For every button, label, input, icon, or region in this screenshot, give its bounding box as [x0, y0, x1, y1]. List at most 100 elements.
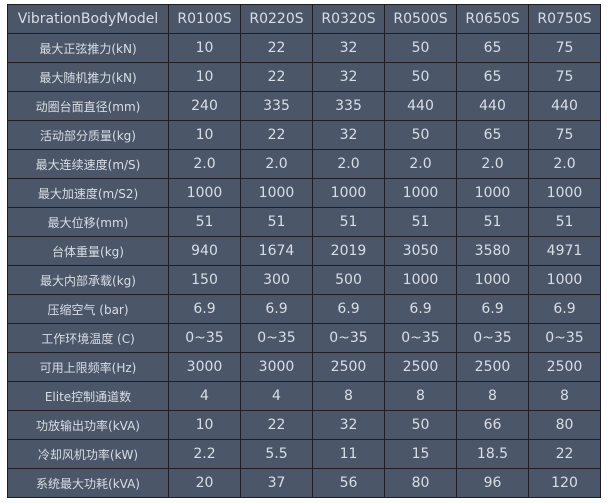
- cell-value: 0~35: [168, 323, 241, 353]
- cell-value: 15: [384, 439, 457, 469]
- cell-value: 440: [528, 91, 601, 121]
- column-header: R0500S: [384, 4, 457, 34]
- table-row: 最大正弦推力(kN) 10 22 32 50 65 75: [7, 33, 601, 63]
- cell-value: 1000: [384, 178, 457, 208]
- cell-value: 6.9: [168, 294, 241, 324]
- cell-value: 6.9: [384, 294, 457, 324]
- row-label: 活动部分质量(kg): [7, 120, 169, 150]
- row-label: 最大内部承载(kg): [7, 265, 169, 295]
- cell-value: 51: [312, 207, 385, 237]
- cell-value: 51: [384, 207, 457, 237]
- cell-value: 75: [528, 120, 601, 150]
- row-label: 最大连续速度(m/S): [7, 149, 169, 179]
- row-label: 最大位移(mm): [7, 207, 169, 237]
- cell-value: 80: [528, 410, 601, 440]
- cell-value: 8: [528, 381, 601, 411]
- cell-value: 3580: [456, 236, 529, 266]
- cell-value: 22: [240, 410, 313, 440]
- header-row: VibrationBodyModel R0100S R0220S R0320S R050…: [7, 4, 601, 34]
- cell-value: 1000: [528, 265, 601, 295]
- cell-value: 65: [456, 33, 529, 63]
- cell-value: 440: [456, 91, 529, 121]
- cell-value: 66: [456, 410, 529, 440]
- cell-value: 10: [168, 410, 241, 440]
- cell-value: 440: [384, 91, 457, 121]
- table-row: 冷却风机功率(kW) 2.2 5.5 11 15 18.5 22: [7, 439, 601, 469]
- cell-value: 65: [456, 120, 529, 150]
- cell-value: 10: [168, 120, 241, 150]
- row-label: 最大正弦推力(kN): [7, 33, 169, 63]
- cell-value: 1000: [384, 265, 457, 295]
- cell-value: 8: [384, 381, 457, 411]
- cell-value: 1000: [528, 178, 601, 208]
- row-label: 台体重量(kg): [7, 236, 169, 266]
- column-header: R0100S: [168, 4, 241, 34]
- cell-value: 1000: [312, 178, 385, 208]
- cell-value: 120: [528, 468, 601, 498]
- cell-value: 51: [528, 207, 601, 237]
- cell-value: 6.9: [456, 294, 529, 324]
- cell-value: 65: [456, 62, 529, 92]
- row-label: Elite控制通道数: [7, 381, 169, 411]
- table-row: 可用上限频率(Hz) 3000 3000 2500 2500 2500 2500: [7, 352, 601, 382]
- table-row: Elite控制通道数 4 4 8 8 8 8: [7, 381, 601, 411]
- cell-value: 0~35: [312, 323, 385, 353]
- cell-value: 2019: [312, 236, 385, 266]
- cell-value: 2.2: [168, 439, 241, 469]
- cell-value: 8: [312, 381, 385, 411]
- table-row: 最大随机推力(kN) 10 22 32 50 65 75: [7, 62, 601, 92]
- cell-value: 2.0: [312, 149, 385, 179]
- cell-value: 4971: [528, 236, 601, 266]
- row-label: 可用上限频率(Hz): [7, 352, 169, 382]
- row-label: 最大加速度(m/S2): [7, 178, 169, 208]
- row-label: 动圈台面直径(mm): [7, 91, 169, 121]
- cell-value: 37: [240, 468, 313, 498]
- cell-value: 22: [240, 33, 313, 63]
- cell-value: 2.0: [456, 149, 529, 179]
- model-header: VibrationBodyModel: [7, 4, 169, 34]
- row-label: 工作环境温度 (C): [7, 323, 169, 353]
- cell-value: 3000: [168, 352, 241, 382]
- cell-value: 6.9: [240, 294, 313, 324]
- column-header: R0750S: [528, 4, 601, 34]
- cell-value: 50: [384, 62, 457, 92]
- cell-value: 2500: [384, 352, 457, 382]
- table-row: 系统最大功耗(kVA) 20 37 56 80 96 120: [7, 468, 601, 498]
- cell-value: 940: [168, 236, 241, 266]
- cell-value: 22: [528, 439, 601, 469]
- column-header: R0650S: [456, 4, 529, 34]
- cell-value: 6.9: [528, 294, 601, 324]
- cell-value: 4: [168, 381, 241, 411]
- cell-value: 2.0: [528, 149, 601, 179]
- cell-value: 3050: [384, 236, 457, 266]
- row-label: 功放输出功率(kVA): [7, 410, 169, 440]
- cell-value: 0~35: [240, 323, 313, 353]
- cell-value: 32: [312, 62, 385, 92]
- cell-value: 1000: [456, 265, 529, 295]
- cell-value: 51: [168, 207, 241, 237]
- cell-value: 2500: [312, 352, 385, 382]
- cell-value: 75: [528, 33, 601, 63]
- cell-value: 2.0: [384, 149, 457, 179]
- cell-value: 18.5: [456, 439, 529, 469]
- cell-value: 51: [240, 207, 313, 237]
- cell-value: 32: [312, 410, 385, 440]
- cell-value: 32: [312, 33, 385, 63]
- column-header: R0220S: [240, 4, 313, 34]
- cell-value: 0~35: [528, 323, 601, 353]
- cell-value: 75: [528, 62, 601, 92]
- cell-value: 2.0: [240, 149, 313, 179]
- table-row: 活动部分质量(kg) 10 22 32 50 65 75: [7, 120, 601, 150]
- table-row: 压缩空气 (bar) 6.9 6.9 6.9 6.9 6.9 6.9: [7, 294, 601, 324]
- cell-value: 20: [168, 468, 241, 498]
- cell-value: 1000: [456, 178, 529, 208]
- table-row: 动圈台面直径(mm) 240 335 335 440 440 440: [7, 91, 601, 121]
- cell-value: 10: [168, 33, 241, 63]
- cell-value: 96: [456, 468, 529, 498]
- cell-value: 22: [240, 62, 313, 92]
- cell-value: 1000: [240, 178, 313, 208]
- table-row: 最大内部承载(kg) 150 300 500 1000 1000 1000: [7, 265, 601, 295]
- cell-value: 5.5: [240, 439, 313, 469]
- row-label: 最大随机推力(kN): [7, 62, 169, 92]
- cell-value: 32: [312, 120, 385, 150]
